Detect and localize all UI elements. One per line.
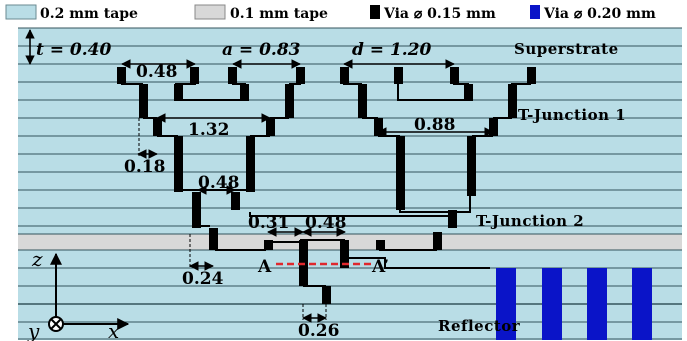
label-superstrate: Superstrate (514, 40, 619, 58)
axis-label-z: z (31, 247, 43, 271)
dim-024: 0.24 (182, 269, 224, 289)
via (139, 84, 148, 118)
label-tjunction1: T-Junction 1 (518, 106, 626, 124)
via (322, 286, 331, 304)
dim-026: 0.26 (298, 321, 339, 341)
dim-132: 1.32 (188, 120, 229, 140)
via (450, 67, 459, 84)
legend-label-tape-02: 0.2 mm tape (40, 6, 138, 22)
feed-tail (303, 257, 490, 287)
via (117, 67, 126, 84)
via (527, 67, 536, 84)
via (394, 67, 403, 84)
dim-088: 0.88 (414, 115, 455, 135)
via (340, 67, 349, 84)
axis-label-x: x (108, 319, 119, 341)
labels: t = 0.40 a = 0.83 d = 1.20 Superstrate T… (36, 40, 626, 341)
via (358, 84, 367, 118)
via (174, 84, 183, 101)
reflector-via (542, 268, 562, 340)
legend-swatch-via-015 (370, 5, 380, 19)
via (264, 240, 273, 250)
via (246, 136, 255, 192)
legend-swatch-tape-01 (194, 4, 226, 20)
legend-label-tape-01: 0.1 mm tape (230, 6, 328, 22)
via (240, 84, 249, 101)
tape-01-layer (18, 234, 682, 250)
legend-swatch-tape-02 (5, 4, 37, 20)
via (467, 136, 476, 196)
dim-031: 0.31 (248, 213, 289, 233)
label-a-mark: A (257, 257, 272, 277)
via (192, 192, 201, 228)
via (296, 67, 305, 84)
label-tjunction2: T-Junction 2 (476, 212, 584, 230)
via (464, 84, 473, 101)
via (209, 228, 218, 250)
via (153, 118, 162, 136)
via (374, 118, 383, 136)
via (508, 84, 517, 118)
dim-018: 0.18 (124, 157, 165, 177)
via (228, 67, 237, 84)
legend-swatch-via-020 (530, 5, 540, 19)
via (396, 136, 405, 210)
reflector-vias (496, 268, 652, 340)
via (448, 210, 457, 228)
via (266, 118, 275, 136)
via (340, 240, 349, 268)
cross-icon (50, 318, 62, 330)
via (190, 67, 199, 84)
legend: 0.2 mm tape 0.1 mm tape Via ⌀ 0.15 mm Vi… (5, 4, 656, 22)
dim-048-top: 0.48 (136, 62, 177, 82)
via (285, 84, 294, 118)
via (231, 192, 240, 210)
dim-048-mid: 0.48 (198, 173, 239, 193)
reflector-via (632, 268, 652, 340)
label-a-prime: A’ (371, 257, 389, 277)
dim-048-low: 0.48 (305, 213, 346, 233)
via (174, 136, 183, 192)
label-a: a = 0.83 (222, 40, 301, 60)
dimension-guides (138, 118, 327, 320)
axis-label-y: y (27, 319, 40, 341)
coordinate-axes: z x y (27, 247, 130, 341)
via (433, 232, 442, 250)
label-reflector: Reflector (438, 317, 521, 335)
via (489, 118, 498, 136)
label-t: t = 0.40 (36, 40, 112, 60)
via (376, 240, 385, 250)
legend-label-via-020: Via ⌀ 0.20 mm (543, 6, 656, 22)
reflector-via (496, 268, 516, 340)
legend-label-via-015: Via ⌀ 0.15 mm (383, 6, 496, 22)
dimension-arrows (25, 29, 494, 323)
label-d: d = 1.20 (352, 40, 432, 60)
reflector-via (587, 268, 607, 340)
